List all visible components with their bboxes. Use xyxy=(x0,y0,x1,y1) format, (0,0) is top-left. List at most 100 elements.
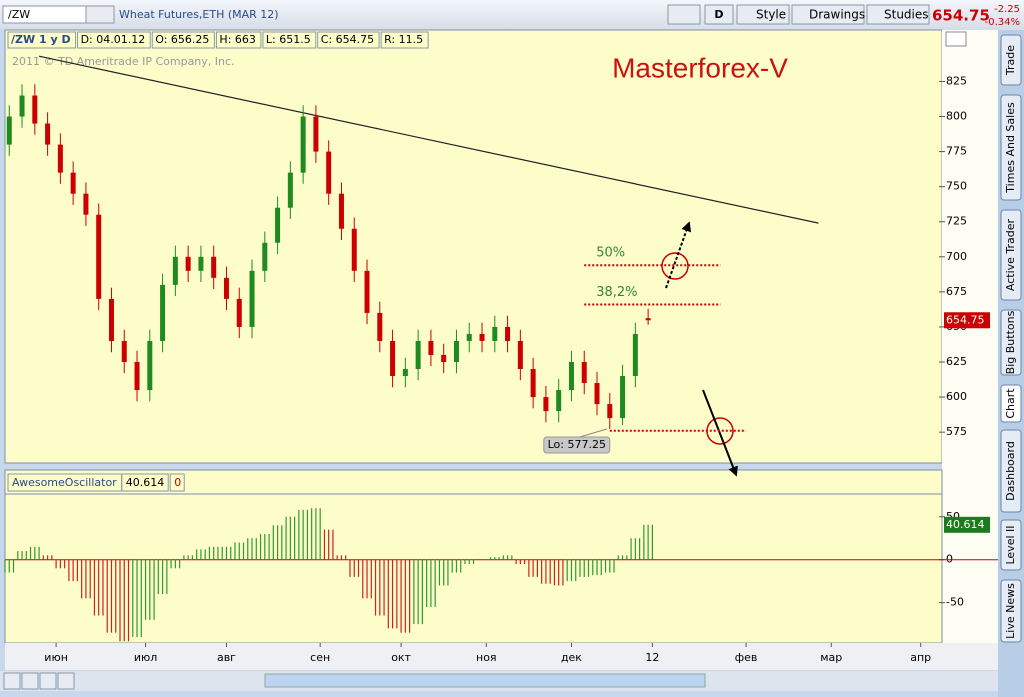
trendline xyxy=(38,55,819,224)
level-label: 38,2% xyxy=(596,285,637,300)
watermark: Masterforex-V xyxy=(612,52,788,83)
x-tick-label: 12 xyxy=(645,651,659,664)
zoom-button[interactable] xyxy=(21,672,39,690)
oscillator-panel xyxy=(4,469,943,644)
sidebar-tab[interactable] xyxy=(1000,429,1022,513)
y-tick-label: 575 xyxy=(946,425,967,438)
candle-body xyxy=(594,383,600,405)
candle-body xyxy=(364,270,370,313)
sidebar-tab[interactable] xyxy=(1000,519,1022,571)
level-label: 50% xyxy=(596,246,625,261)
candle-body xyxy=(300,116,306,173)
value-tag-label: 40.614 xyxy=(946,518,985,531)
y-tick-label: 600 xyxy=(946,390,967,403)
candle-body xyxy=(505,326,511,341)
zoom-button[interactable] xyxy=(3,672,21,690)
candle-body xyxy=(249,270,255,327)
value-tag xyxy=(944,516,990,533)
tool-button[interactable] xyxy=(667,4,701,25)
candle-body xyxy=(568,362,574,391)
info-field: R: 11.5 xyxy=(384,33,423,46)
button-label: Style xyxy=(756,8,786,22)
period-button[interactable] xyxy=(704,4,734,25)
info-box xyxy=(262,31,317,49)
candle-body xyxy=(543,397,549,412)
header-box xyxy=(121,473,169,492)
candle-body xyxy=(377,312,383,341)
info-box xyxy=(7,31,77,49)
lo-label-box xyxy=(543,436,611,454)
x-tick-label: мар xyxy=(820,651,842,664)
sidebar-tab[interactable] xyxy=(1000,384,1022,423)
drawings-button[interactable] xyxy=(791,4,865,25)
sidebar-tab-label: Chart xyxy=(1004,388,1017,419)
chart-icon[interactable] xyxy=(945,31,967,47)
y-tick-label: 700 xyxy=(946,250,967,263)
sidebar-tab[interactable] xyxy=(1000,579,1022,643)
candle-body xyxy=(517,340,523,370)
candle-body xyxy=(441,354,447,363)
candle-body xyxy=(632,333,638,377)
y-tick-label: 625 xyxy=(946,355,967,368)
y-tick-label: 775 xyxy=(946,145,967,158)
info-box xyxy=(215,31,262,49)
x-axis-area xyxy=(5,643,998,670)
arrow-annotation xyxy=(665,221,692,289)
x-tick-label: апр xyxy=(910,651,931,664)
last-price: 654.75 xyxy=(932,7,990,25)
info-box xyxy=(317,31,380,49)
candle-body xyxy=(19,95,25,117)
x-tick-label: авг xyxy=(217,651,236,664)
style-button[interactable] xyxy=(736,4,790,25)
description: Wheat Futures,ETH (MAR 12) xyxy=(119,8,279,21)
symbol: /ZW xyxy=(8,8,30,21)
info-field: /ZW 1 y D xyxy=(11,33,71,46)
info-field: D: 04.01.12 xyxy=(81,33,146,46)
oscillator-title: AwesomeOscillator xyxy=(12,476,117,489)
zoom-button[interactable] xyxy=(57,672,75,690)
candle-body xyxy=(223,277,229,299)
lo-pointer xyxy=(579,428,607,438)
studies-button[interactable] xyxy=(866,4,930,25)
candle-body xyxy=(530,369,536,398)
y-tick-label: 825 xyxy=(946,74,967,87)
sidebar-tab[interactable] xyxy=(1000,34,1022,86)
button-label: Studies xyxy=(884,8,929,22)
button-label: Drawings xyxy=(809,8,865,22)
candle-body xyxy=(479,333,485,341)
period: D xyxy=(714,8,723,21)
candle-body xyxy=(96,214,102,299)
candle-body xyxy=(607,404,613,419)
scrollbar-thumb[interactable] xyxy=(264,673,706,688)
candle-body xyxy=(275,207,281,243)
candle-body xyxy=(70,172,76,194)
candle-body xyxy=(313,116,319,152)
info-field: O: 656.25 xyxy=(155,33,209,46)
candle-body xyxy=(428,340,434,355)
info-field: L: 651.5 xyxy=(266,33,311,46)
candle-body xyxy=(45,123,51,145)
y-tick-label: 750 xyxy=(946,180,967,193)
sidebar-tab[interactable] xyxy=(1000,94,1022,201)
candle-body xyxy=(645,318,651,321)
candle-body xyxy=(466,333,472,341)
x-tick-label: дек xyxy=(561,651,582,664)
oscillator-value: 40.614 xyxy=(126,476,165,489)
candle-body xyxy=(338,193,344,229)
sidebar-tab-label: Live News xyxy=(1004,583,1017,639)
candle-body xyxy=(620,376,626,419)
candle-body xyxy=(185,256,191,271)
sidebar-tab[interactable] xyxy=(1000,209,1022,301)
sidebar-tab[interactable] xyxy=(1000,309,1022,376)
symbol-menu[interactable] xyxy=(85,5,115,24)
candle-body xyxy=(581,362,587,384)
candle-body xyxy=(492,326,498,341)
info-field: C: 654.75 xyxy=(321,33,374,46)
change-pct: -0.34% xyxy=(985,17,1020,28)
zoom-button[interactable] xyxy=(39,672,57,690)
sidebar-tab-label: Active Trader xyxy=(1004,218,1017,291)
copyright: 2011 © TD Ameritrade IP Company, Inc. xyxy=(12,55,235,68)
candle-body xyxy=(390,340,396,377)
